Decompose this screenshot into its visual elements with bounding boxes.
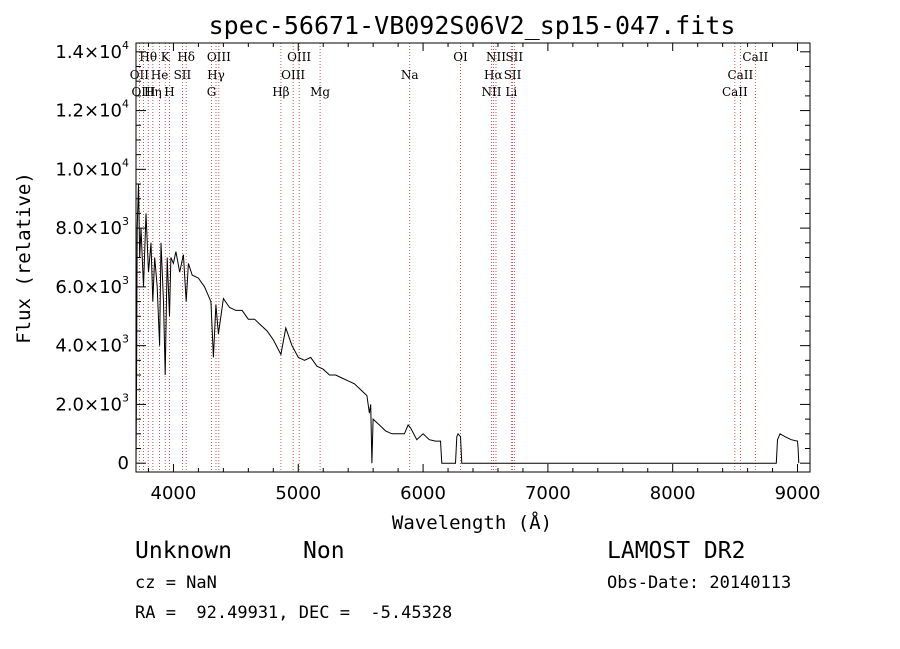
y-tick-base: 2.0×10 [55, 394, 122, 415]
x-axis-ticks: 4000 5000 6000 7000 8000 9000 [147, 43, 821, 504]
plot-frame [135, 42, 811, 473]
x-tick-label: 7000 [525, 483, 571, 504]
y-tick-label: 8.0×103 [55, 215, 129, 239]
line-label: CaII [742, 50, 768, 64]
spectral-class: Unknown [135, 538, 232, 564]
y-tick-base: 1.2×10 [55, 101, 122, 122]
y-tick-label: 1.0×104 [55, 156, 129, 180]
x-tick-label: 9000 [775, 483, 821, 504]
y-tick-exponent: 4 [122, 156, 129, 169]
spectrum-series-line [135, 183, 800, 464]
line-label: Li [505, 85, 517, 99]
y-tick-label: 1.4×104 [55, 39, 129, 63]
y-axis-ticks: 02.0×1034.0×1036.0×1038.0×1031.0×1041.2×… [55, 39, 810, 474]
spectral-subclass: Non [303, 538, 345, 564]
line-label: H [164, 85, 174, 99]
line-label: Hγ [207, 68, 225, 82]
line-label: SII [504, 68, 522, 82]
line-label: Hδ [177, 50, 195, 64]
y-tick-label: 6.0×103 [55, 274, 129, 298]
line-label: G [207, 85, 217, 99]
line-label: Hθ [139, 50, 157, 64]
x-tick-label: 5000 [275, 483, 321, 504]
line-label: OI [453, 50, 468, 64]
line-label: SII [505, 50, 523, 64]
line-label: NII [486, 50, 506, 64]
line-label: OIII [287, 50, 311, 64]
line-label: OIII [281, 68, 305, 82]
line-label: CaII [727, 68, 753, 82]
y-tick-exponent: 3 [122, 215, 129, 228]
y-tick-base: 6.0×10 [55, 277, 122, 298]
line-label: K [161, 50, 171, 64]
survey-name: LAMOST DR2 [607, 538, 746, 564]
x-axis-label: Wavelength (Å) [392, 511, 552, 534]
redshift-cz: cz = NaN [135, 573, 217, 593]
y-tick-label: 4.0×103 [55, 333, 129, 357]
coordinates: RA = 92.49931, DEC = -5.45328 [135, 603, 453, 623]
y-tick-exponent: 4 [122, 39, 129, 52]
chart-title: spec-56671-VB092S06V2_sp15-047.fits [209, 11, 736, 40]
line-label: Mg [310, 85, 330, 99]
x-tick-label: 8000 [650, 483, 696, 504]
x-tick-label: 4000 [151, 483, 197, 504]
y-tick-exponent: 3 [122, 391, 129, 404]
y-axis-label: Flux (relative) [13, 172, 35, 344]
y-tick-base: 1.4×10 [55, 42, 122, 63]
line-label: Hα [484, 68, 503, 82]
observation-date: Obs-Date: 20140113 [607, 573, 792, 593]
y-tick-base: 1.0×10 [55, 159, 122, 180]
x-tick-label: 6000 [400, 483, 446, 504]
y-tick-label: 0 [118, 453, 129, 474]
y-tick-label: 1.2×104 [55, 98, 129, 122]
y-tick-exponent: 3 [122, 333, 129, 346]
line-label: Hη [144, 85, 162, 99]
y-tick-exponent: 3 [122, 274, 129, 287]
line-label: Na [401, 68, 419, 82]
line-label: Hβ [272, 85, 289, 99]
y-tick-base: 8.0×10 [55, 218, 122, 239]
y-tick-base: 4.0×10 [55, 336, 122, 357]
line-label: SII [174, 68, 192, 82]
y-tick-base: 0 [118, 453, 129, 474]
line-label: OIII [207, 50, 231, 64]
line-label: CaII [722, 85, 748, 99]
line-label: He [151, 68, 169, 82]
line-label: OII [130, 68, 150, 82]
y-tick-exponent: 4 [122, 98, 129, 111]
line-label: NII [481, 85, 501, 99]
y-tick-label: 2.0×103 [55, 391, 129, 415]
